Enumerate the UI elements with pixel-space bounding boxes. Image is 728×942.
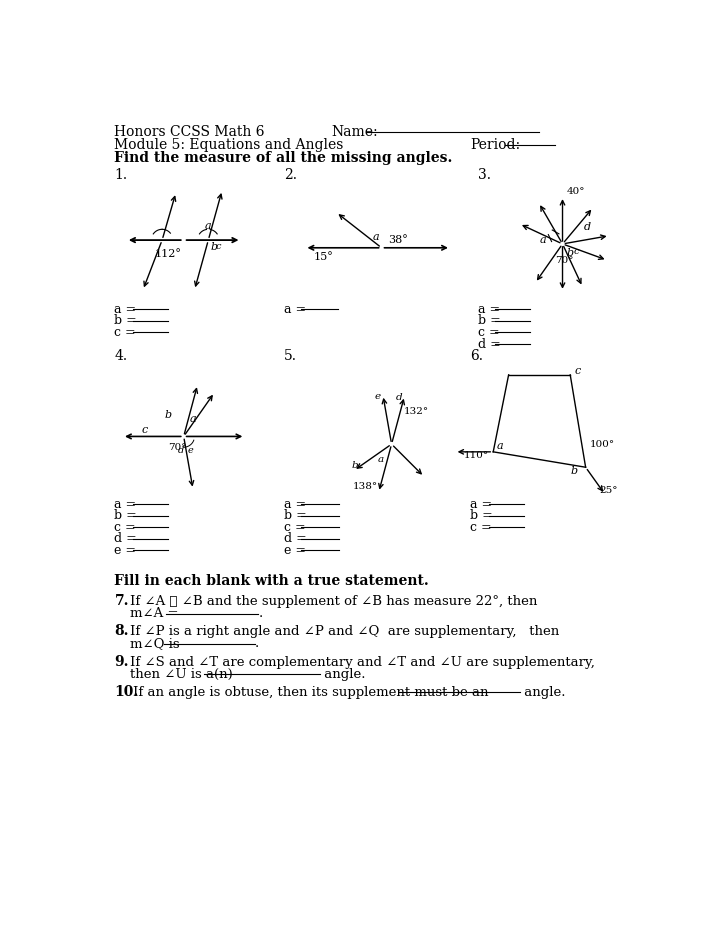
Text: m∠Q is: m∠Q is <box>130 637 183 650</box>
Text: a =: a = <box>114 303 137 316</box>
Text: e =: e = <box>284 544 306 557</box>
Text: c =: c = <box>114 326 136 339</box>
Text: b =: b = <box>478 315 501 328</box>
Text: .: . <box>255 637 258 650</box>
Text: a =: a = <box>284 303 306 316</box>
Text: .: . <box>258 607 263 620</box>
Text: Name:: Name: <box>331 125 378 139</box>
Text: c: c <box>141 425 148 435</box>
Text: 38°: 38° <box>388 236 408 245</box>
Text: c: c <box>574 366 580 376</box>
Text: a =: a = <box>284 497 306 511</box>
Text: 70°: 70° <box>168 444 187 452</box>
Text: Find the measure of all the missing angles.: Find the measure of all the missing angl… <box>114 151 453 165</box>
Text: c: c <box>216 242 221 251</box>
Text: b: b <box>352 462 358 470</box>
Text: c: c <box>574 247 579 256</box>
Text: 10.: 10. <box>114 685 138 699</box>
Text: b =: b = <box>284 510 306 522</box>
Text: angle.: angle. <box>521 686 566 699</box>
Text: c =: c = <box>470 521 491 534</box>
Text: d: d <box>395 394 402 402</box>
Text: b =: b = <box>470 510 493 522</box>
Text: b: b <box>165 410 172 420</box>
Text: 9.: 9. <box>114 655 129 669</box>
Text: Honors CCSS Math 6: Honors CCSS Math 6 <box>114 125 265 139</box>
Text: e =: e = <box>114 544 136 557</box>
Text: Module 5: Equations and Angles: Module 5: Equations and Angles <box>114 138 344 152</box>
Text: b: b <box>570 466 577 476</box>
Text: 132°: 132° <box>404 407 429 416</box>
Text: 100°: 100° <box>590 440 614 448</box>
Text: d =: d = <box>284 532 306 545</box>
Text: then ∠U is a(n): then ∠U is a(n) <box>130 668 237 681</box>
Text: 110°: 110° <box>464 451 489 461</box>
Text: d: d <box>584 222 591 232</box>
Text: a: a <box>539 236 546 245</box>
Text: d =: d = <box>478 337 501 350</box>
Text: 112°: 112° <box>154 249 181 259</box>
Text: a =: a = <box>478 303 500 316</box>
Text: 1.: 1. <box>114 168 127 182</box>
Text: c =: c = <box>114 521 136 534</box>
Text: c =: c = <box>284 521 306 534</box>
Text: a: a <box>378 455 384 464</box>
Text: 25°: 25° <box>599 486 618 495</box>
Text: 70°: 70° <box>555 256 574 266</box>
Text: b =: b = <box>114 510 137 522</box>
Text: Fill in each blank with a true statement.: Fill in each blank with a true statement… <box>114 575 429 588</box>
Text: If ∠A ≅ ∠B and the supplement of ∠B has measure 22°, then: If ∠A ≅ ∠B and the supplement of ∠B has … <box>130 594 537 608</box>
Text: a: a <box>205 221 211 231</box>
Text: m∠A =: m∠A = <box>130 607 183 620</box>
Text: a: a <box>497 441 504 450</box>
Text: angle.: angle. <box>320 668 365 681</box>
Text: If an angle is obtuse, then its supplement must be an: If an angle is obtuse, then its suppleme… <box>133 686 493 699</box>
Text: d: d <box>178 446 183 455</box>
Text: 7.: 7. <box>114 594 129 609</box>
Text: a: a <box>372 232 379 242</box>
Text: 2.: 2. <box>284 168 297 182</box>
Text: If ∠P is a right angle and ∠P and ∠Q  are supplementary,   then: If ∠P is a right angle and ∠P and ∠Q are… <box>130 625 559 638</box>
Text: e: e <box>375 392 381 401</box>
Text: b: b <box>210 242 218 252</box>
Text: c =: c = <box>478 326 499 339</box>
Text: b: b <box>566 248 574 258</box>
Text: b =: b = <box>114 315 137 328</box>
Text: 4.: 4. <box>114 349 127 363</box>
Text: 138°: 138° <box>353 482 379 491</box>
Text: If ∠S and ∠T are complementary and ∠T and ∠U are supplementary,: If ∠S and ∠T are complementary and ∠T an… <box>130 656 595 669</box>
Text: 3.: 3. <box>478 168 491 182</box>
Text: a: a <box>190 414 197 425</box>
Text: Period:: Period: <box>470 138 521 152</box>
Text: a =: a = <box>470 497 492 511</box>
Text: e: e <box>188 446 193 455</box>
Text: 15°: 15° <box>314 252 333 262</box>
Text: a =: a = <box>114 497 137 511</box>
Text: d =: d = <box>114 532 137 545</box>
Text: 8.: 8. <box>114 625 129 639</box>
Text: 40°: 40° <box>566 187 585 196</box>
Text: 6.: 6. <box>470 349 483 363</box>
Text: 5.: 5. <box>284 349 297 363</box>
